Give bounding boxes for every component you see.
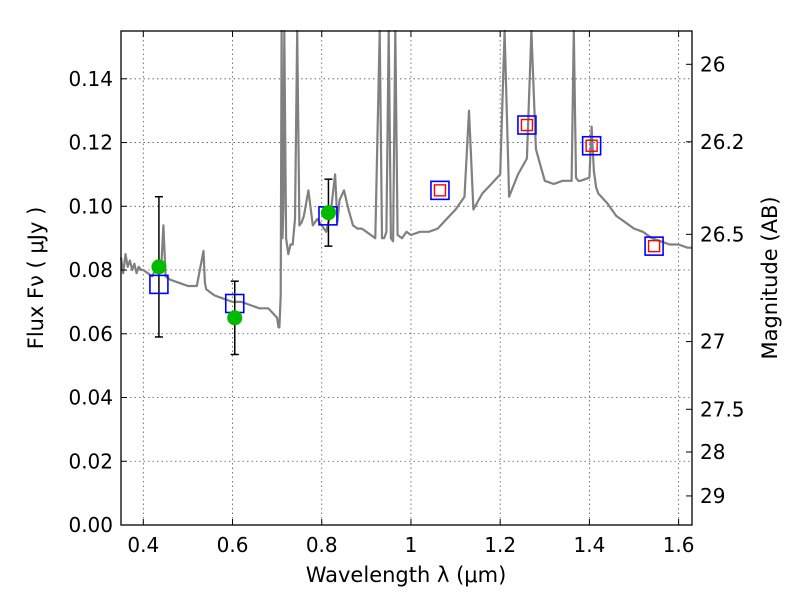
x-axis-label: Wavelength λ (μm): [306, 563, 507, 587]
observed-point: [320, 205, 336, 221]
model-photometry-square: [644, 236, 664, 256]
y-tick-label: 0.00: [68, 513, 113, 537]
y-axis-label: Flux Fν ( μJy ): [24, 207, 48, 350]
model-photometry-square: [430, 180, 450, 201]
x-tick-label: 0.4: [127, 533, 159, 557]
model-photometry-square: [517, 115, 537, 135]
y2-tick-label: 27.5: [700, 397, 745, 421]
model-photometry-inner-square: [647, 239, 661, 253]
y2-tick-label: 27: [700, 330, 725, 354]
y-tick-label: 0.10: [68, 194, 113, 218]
y2-tick-label: 29: [700, 484, 725, 508]
y2-tick-label: 28: [700, 440, 725, 464]
model-photometry-square: [149, 274, 169, 295]
y-tick-label: 0.04: [68, 386, 113, 410]
model-photometry-inner-square: [585, 139, 598, 152]
plot-frame: [120, 30, 693, 526]
observed-point: [227, 310, 243, 326]
observed-point: [151, 259, 167, 275]
y2-tick-label: 26.2: [700, 130, 745, 154]
x-tick-label: 0.8: [306, 533, 338, 557]
model-photometry-inner-square: [520, 118, 534, 132]
x-tick-label: 1: [405, 533, 418, 557]
y-tick-label: 0.02: [68, 449, 113, 473]
y-tick-label: 0.14: [68, 67, 113, 91]
y2-tick-label: 26: [700, 52, 725, 76]
x-tick-label: 1.6: [663, 533, 695, 557]
model-spectrum-line: [119, 29, 692, 329]
y2-tick-label: 26.5: [700, 222, 745, 246]
y-tick-label: 0.12: [68, 131, 113, 155]
model-photometry-inner-square: [433, 184, 447, 197]
y2-axis-label: Magnitude (AB): [758, 196, 782, 359]
y-tick-label: 0.08: [68, 258, 113, 282]
x-tick-label: 1.2: [484, 533, 516, 557]
x-tick-label: 0.6: [217, 533, 249, 557]
y-tick-label: 0.06: [68, 322, 113, 346]
x-tick-label: 1.4: [573, 533, 605, 557]
model-photometry-square: [581, 135, 602, 156]
